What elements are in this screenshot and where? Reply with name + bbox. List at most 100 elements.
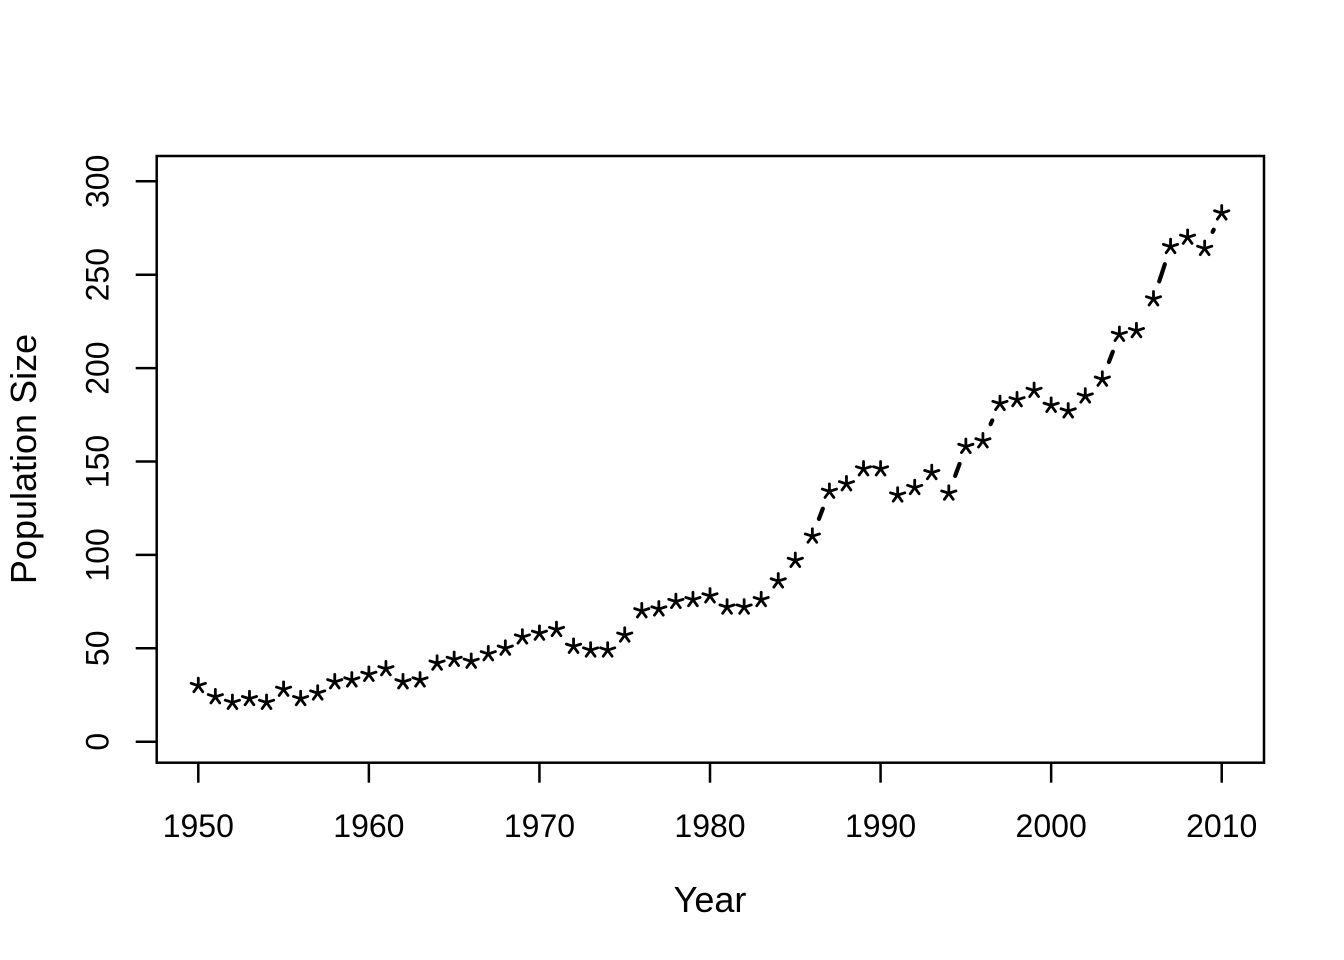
asterisk-arm <box>640 607 651 613</box>
asterisk-arm <box>520 633 531 639</box>
asterisk-arm <box>401 678 412 684</box>
data-point-asterisk <box>377 659 395 677</box>
data-point-asterisk <box>667 592 685 610</box>
asterisk-arm <box>879 465 890 471</box>
y-axis-tick-label: 200 <box>79 341 115 394</box>
x-axis-tick-label: 1990 <box>845 808 916 844</box>
asterisk-arm <box>1049 401 1060 407</box>
asterisk-arm <box>742 603 753 609</box>
x-axis-tick-label: 2010 <box>1186 808 1257 844</box>
data-point-asterisk <box>1025 381 1043 398</box>
data-point-asterisk <box>718 598 736 615</box>
asterisk-arm <box>981 437 992 443</box>
data-point-asterisk <box>650 600 668 617</box>
asterisk-arm <box>333 678 344 684</box>
asterisk-arm <box>538 629 548 635</box>
asterisk-arm <box>1117 330 1128 336</box>
data-point-asterisk <box>616 626 634 643</box>
x-axis-tick-label: 1960 <box>333 808 404 844</box>
asterisk-arm <box>350 676 361 682</box>
y-axis-title: Population Size <box>3 334 44 584</box>
x-axis-tick-label: 1970 <box>504 808 575 844</box>
asterisk-arm <box>1100 375 1111 381</box>
asterisk-arm <box>810 532 821 538</box>
data-point-asterisk <box>565 637 583 654</box>
asterisk-arm <box>367 670 378 676</box>
data-point-asterisk <box>582 641 600 658</box>
asterisk-arm <box>606 646 617 652</box>
data-point-asterisk <box>940 484 958 501</box>
asterisk-arm <box>828 487 838 493</box>
data-point-asterisk <box>309 684 327 701</box>
data-point-asterisk <box>479 645 497 662</box>
asterisk-arm <box>503 644 514 650</box>
x-axis-tick-label: 2000 <box>1016 808 1087 844</box>
y-axis-tick-label: 50 <box>79 631 115 667</box>
y-axis-tick-label: 100 <box>79 528 115 581</box>
data-point-asterisk <box>701 587 719 604</box>
asterisk-arm <box>213 693 224 699</box>
data-point-asterisk <box>428 654 446 671</box>
data-point-asterisk <box>1042 396 1060 413</box>
asterisk-arm <box>1083 392 1094 398</box>
asterisk-arm <box>793 556 804 562</box>
data-point-asterisk <box>974 432 992 449</box>
data-point-asterisk <box>735 598 753 615</box>
asterisk-arm <box>964 442 975 448</box>
data-point-asterisk <box>223 693 241 710</box>
data-point-asterisk <box>957 437 975 455</box>
asterisk-arm <box>486 650 497 656</box>
asterisk-arm <box>589 646 600 652</box>
asterisk-arm <box>572 642 583 648</box>
data-point-asterisk <box>769 572 787 589</box>
asterisk-arm <box>1220 209 1231 215</box>
data-point-asterisk <box>445 650 463 667</box>
asterisk-arm <box>469 657 480 663</box>
asterisk-arm <box>708 592 719 598</box>
data-point-asterisk <box>854 460 873 477</box>
data-point-asterisk <box>462 652 480 669</box>
asterisk-arm <box>435 659 446 665</box>
data-point-asterisk <box>394 673 412 690</box>
data-point-asterisk <box>752 590 770 608</box>
data-point-asterisk <box>257 693 276 710</box>
asterisk-arm <box>674 597 685 603</box>
y-axis-tick-label: 300 <box>79 155 115 208</box>
data-point-asterisk <box>1162 237 1180 255</box>
asterisk-arm <box>1169 242 1180 249</box>
asterisk-arm <box>1066 407 1077 413</box>
data-point-asterisk <box>547 620 566 638</box>
asterisk-arm <box>947 489 958 495</box>
data-point-asterisk <box>411 671 429 688</box>
data-point-asterisk <box>360 665 378 682</box>
connector-segment <box>1157 262 1167 284</box>
asterisk-arm <box>1186 233 1197 239</box>
asterisk-arm <box>231 698 241 704</box>
asterisk-arm <box>913 483 924 490</box>
data-point-asterisk <box>513 628 531 645</box>
data-point-asterisk <box>530 624 548 641</box>
asterisk-arm <box>265 698 276 704</box>
data-point-asterisk <box>326 673 344 690</box>
asterisk-arm <box>862 465 873 471</box>
asterisk-arm <box>623 631 634 637</box>
asterisk-arm <box>1015 396 1026 402</box>
data-point-asterisk <box>496 639 514 656</box>
y-axis-tick-label: 250 <box>79 248 115 301</box>
asterisk-arm <box>1152 295 1163 301</box>
x-axis-tick-label: 1980 <box>674 808 745 844</box>
data-point-asterisk <box>1076 387 1094 404</box>
data-point-asterisk <box>633 602 651 619</box>
data-point-asterisk <box>343 671 361 688</box>
data-point-asterisk <box>991 394 1009 412</box>
data-point-asterisk <box>820 482 838 499</box>
data-point-asterisk <box>684 590 702 608</box>
data-point-asterisk <box>1196 239 1214 257</box>
y-axis: 0 50 100 150 200 250 300 <box>79 155 157 751</box>
plot-box <box>155 154 1266 764</box>
data-point-asterisk <box>292 689 310 707</box>
data-point-asterisk <box>786 551 804 568</box>
asterisk-arm <box>657 605 668 611</box>
